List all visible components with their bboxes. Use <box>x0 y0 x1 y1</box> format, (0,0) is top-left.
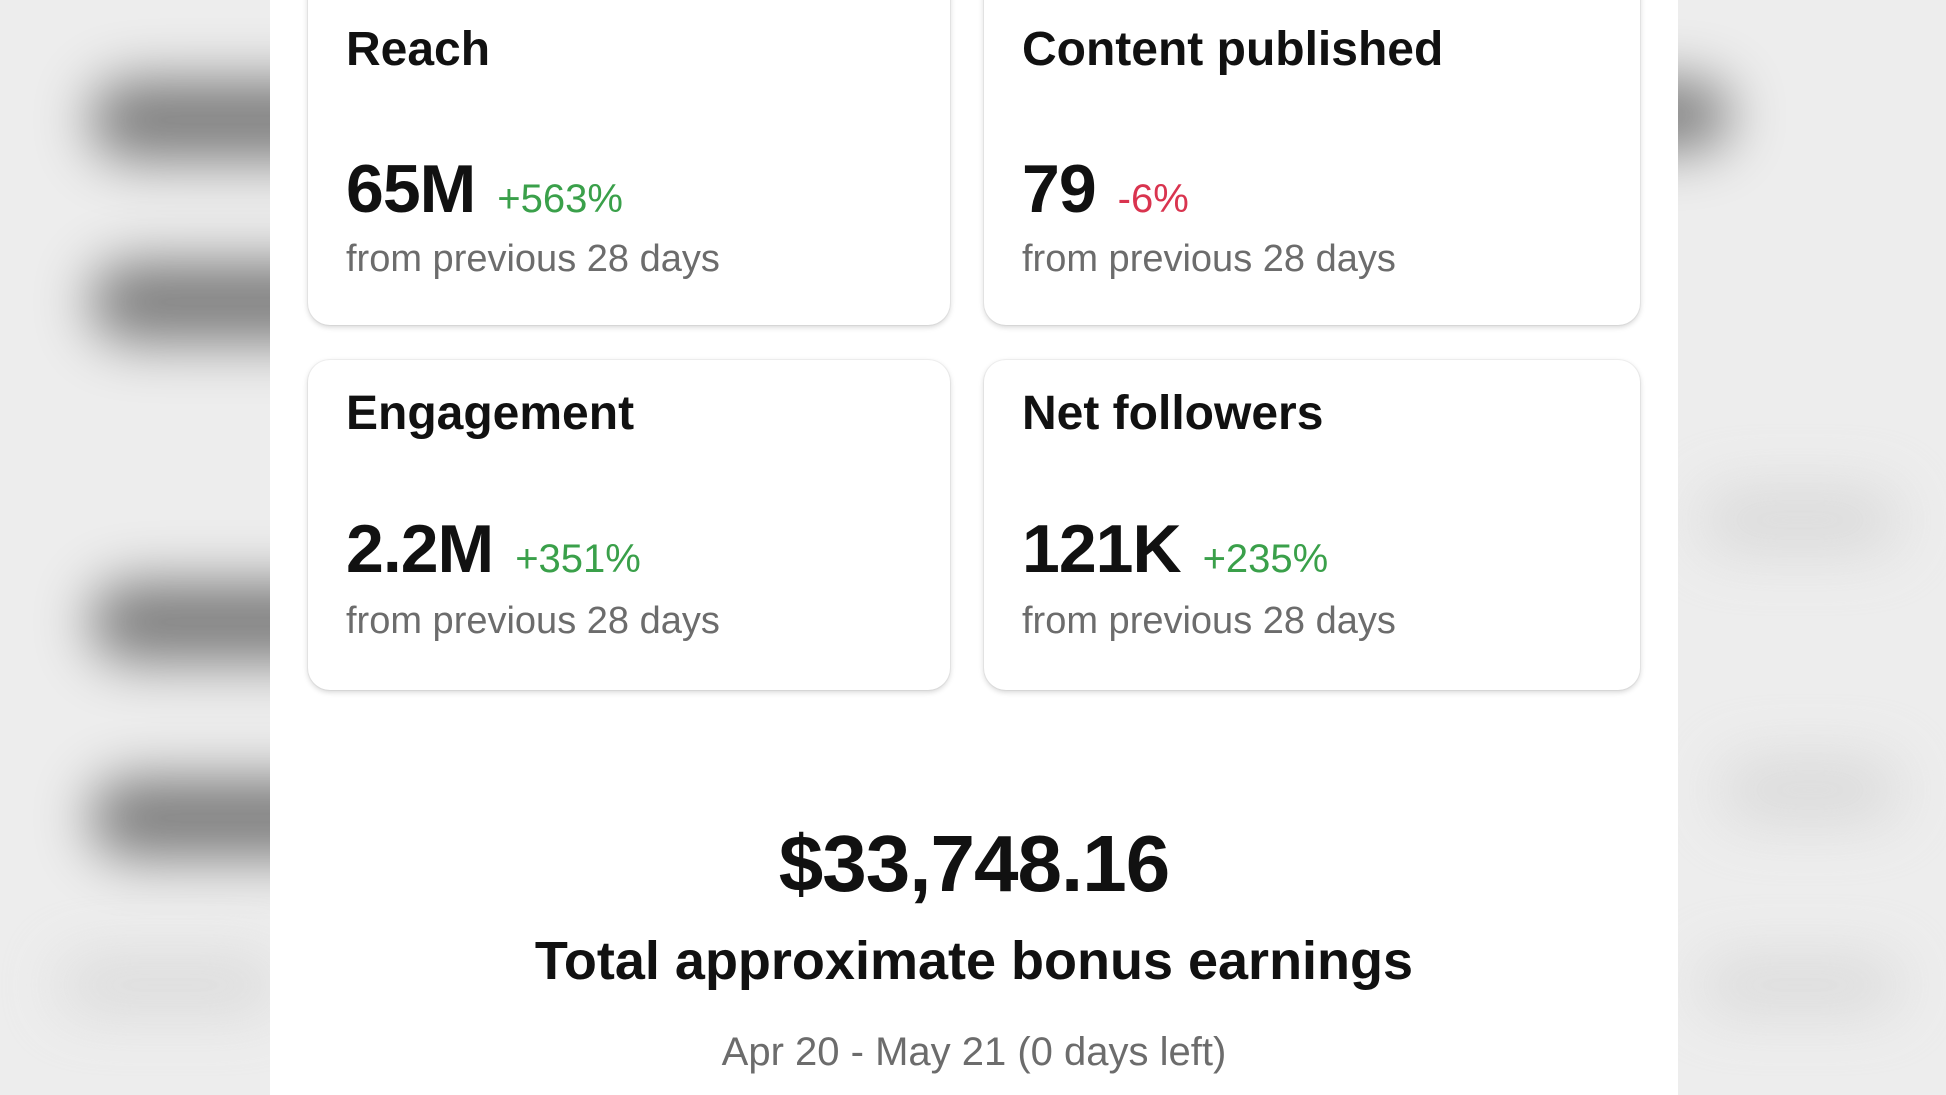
metric-value: 79 <box>1022 151 1097 227</box>
content-published-card[interactable]: Content published 79 -6% from previous 2… <box>984 0 1640 325</box>
metric-change: +351% <box>515 537 641 581</box>
metric-value: 2.2M <box>346 511 494 587</box>
net-followers-card[interactable]: Net followers 121K +235% from previous 2… <box>984 360 1640 690</box>
metric-change: +563% <box>497 177 623 221</box>
metric-row: 65M +563% <box>346 150 623 228</box>
metric-row: 2.2M +351% <box>346 510 641 588</box>
metric-row: 79 -6% <box>1022 150 1189 228</box>
metric-change: -6% <box>1117 177 1189 221</box>
metric-change: +235% <box>1202 537 1329 581</box>
metric-value: 65M <box>346 151 476 227</box>
card-title: Reach <box>346 23 491 76</box>
engagement-card[interactable]: Engagement 2.2M +351% from previous 28 d… <box>308 360 950 690</box>
metric-subtitle: from previous 28 days <box>1022 600 1396 642</box>
card-title: Content published <box>1022 23 1444 76</box>
reach-card[interactable]: Reach 65M +563% from previous 28 days <box>308 0 950 325</box>
metric-subtitle: from previous 28 days <box>346 238 720 280</box>
bonus-period: Apr 20 - May 21 (0 days left) <box>721 1030 1227 1074</box>
bonus-earnings-amount: $33,748.16 <box>778 819 1170 908</box>
card-title: Engagement <box>346 387 635 440</box>
metric-value: 121K <box>1022 511 1182 587</box>
card-title: Net followers <box>1022 387 1324 440</box>
metric-subtitle: from previous 28 days <box>1022 238 1396 280</box>
bonus-earnings-label: Total approximate bonus earnings <box>534 931 1414 991</box>
insights-panel: Reach 65M +563% from previous 28 days Co… <box>270 0 1678 1095</box>
metric-subtitle: from previous 28 days <box>346 600 720 642</box>
metric-row: 121K +235% <box>1022 510 1328 588</box>
